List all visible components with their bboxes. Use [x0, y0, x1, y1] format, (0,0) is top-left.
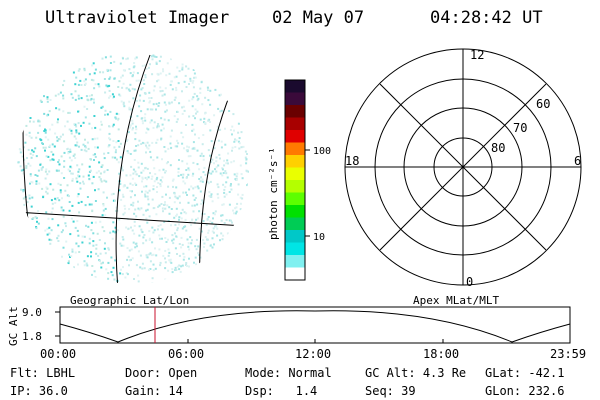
colorbar-tick-100: 100: [313, 146, 331, 157]
timeline-y-tick-9: 9.0: [22, 306, 42, 319]
timeline-right-caption: Apex MLat/MLT: [413, 294, 499, 307]
mlt-label-0: 0: [466, 275, 473, 289]
instrument-title: Ultraviolet Imager: [45, 8, 230, 28]
colorbar-tick-10: 10: [313, 232, 325, 243]
timeline-y-tick-1.8: 1.8: [22, 330, 42, 343]
timeline-x-tick-0600: 06:00: [168, 347, 204, 361]
status-seq: Seq: 39: [365, 384, 416, 398]
status-ip: IP: 36.0: [10, 384, 68, 398]
timeline-x-tick-1200: 12:00: [295, 347, 331, 361]
status-flt: Flt: LBHL: [10, 366, 76, 380]
status-door: Door: Open: [125, 366, 198, 380]
timeline-x-tick-1800: 18:00: [423, 347, 459, 361]
timeline-plot: Geographic Lat/Lon Apex MLat/MLT 9.0 1.8…: [7, 294, 571, 346]
status-gain: Gain: 14: [125, 384, 183, 398]
mlat-label-80: 80: [491, 141, 505, 155]
timeline-y-label: GC Alt: [7, 306, 20, 346]
status-gc-alt: GC Alt: 4.3 Re: [365, 366, 467, 380]
status-mode: Mode: Normal: [245, 366, 332, 380]
mlt-label-6: 6: [574, 154, 581, 168]
time-label: 04:28:42 UT: [430, 8, 543, 28]
mlt-label-18: 18: [345, 154, 359, 168]
mlat-label-70: 70: [513, 121, 527, 135]
status-glon: GLon: 232.6: [485, 384, 565, 398]
date-label: 02 May 07: [272, 8, 365, 28]
status-glat: GLat: -42.1: [485, 366, 565, 380]
polar-grid: [344, 48, 582, 286]
colorbar: 100 10 photon cm⁻²s⁻¹: [267, 79, 331, 281]
mlt-label-12: 12: [470, 48, 484, 62]
timeline-x-tick-2359: 23:59: [550, 347, 586, 361]
colorbar-unit-label: photon cm⁻²s⁻¹: [267, 147, 280, 240]
timeline-left-caption: Geographic Lat/Lon: [70, 294, 189, 307]
status-dsp: Dsp: 1.4: [245, 384, 318, 398]
timeline-x-tick-0000: 00:00: [40, 347, 76, 361]
mlat-label-60: 60: [536, 97, 550, 111]
geographic-image: [17, 54, 249, 284]
